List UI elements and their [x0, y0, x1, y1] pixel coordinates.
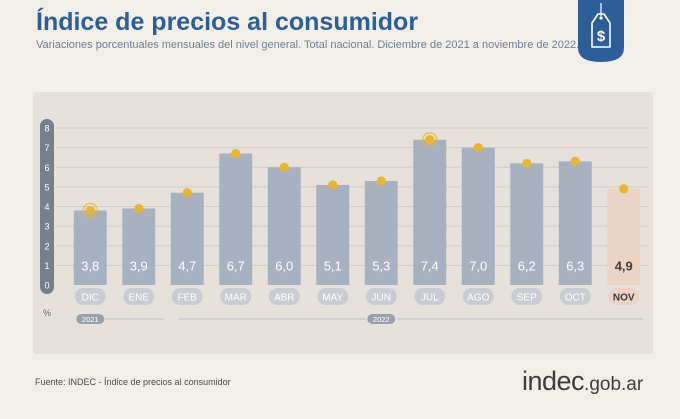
- y-tick-label: 6: [44, 163, 49, 173]
- point-marker: [619, 184, 629, 194]
- point-marker: [182, 188, 192, 198]
- bar: [73, 210, 107, 285]
- value-label: 7,4: [421, 258, 439, 273]
- svg-text:$: $: [597, 28, 606, 45]
- y-tick-label: 2: [44, 241, 49, 251]
- x-tick-label: FEB: [178, 293, 198, 304]
- value-label: 6,7: [227, 258, 245, 273]
- year-label: 2021: [82, 315, 99, 324]
- page-subtitle: Variaciones porcentuales mensuales del n…: [36, 39, 580, 51]
- value-label: 6,3: [566, 258, 584, 273]
- x-tick-label: MAY: [322, 293, 343, 304]
- x-tick-label: SEP: [517, 293, 537, 304]
- value-label: 7,0: [469, 258, 487, 273]
- x-tick-label: AGO: [467, 293, 489, 304]
- y-tick-label: 4: [44, 202, 49, 212]
- bar: [316, 184, 350, 285]
- point-marker: [328, 180, 338, 190]
- brand-logo: indec.gob.ar: [522, 366, 643, 397]
- year-pill: [76, 314, 105, 324]
- y-tick-label: 8: [44, 124, 49, 134]
- x-tick-label: MAR: [225, 293, 247, 304]
- x-tick-label: NOV: [613, 293, 635, 304]
- category-pill: [123, 288, 155, 305]
- y-tick-label: 7: [44, 143, 49, 153]
- source-note: Fuente: INDEC - Índice de precios al con…: [35, 377, 231, 387]
- chart-panel: 0 1 2 3 4 5 6 7 8 3,8 DIC 3,9 ENE 4,7 FEB 6,7 MAR 6,0 ABR 5…: [33, 92, 653, 354]
- category-pill: [462, 288, 494, 305]
- x-tick-label: OCT: [565, 293, 586, 304]
- marker-halo: [82, 202, 98, 219]
- year-pill: [367, 314, 396, 324]
- category-pill: [511, 288, 543, 305]
- x-tick-label: ENE: [128, 293, 149, 304]
- value-label: 6,2: [518, 258, 536, 273]
- bar: [461, 147, 495, 285]
- bar: [219, 153, 253, 285]
- bar: [122, 208, 156, 285]
- point-marker: [279, 162, 289, 172]
- bar: [607, 188, 641, 285]
- value-label: 4,7: [178, 258, 196, 273]
- y-tick-label: 0: [44, 281, 49, 291]
- bar: [413, 139, 447, 285]
- x-tick-label: ABR: [274, 293, 295, 304]
- bar: [267, 167, 301, 285]
- bar: [170, 192, 204, 285]
- point-marker: [134, 203, 144, 214]
- value-label: 4,9: [615, 258, 633, 273]
- y-axis-unit: %: [43, 308, 51, 318]
- point-marker: [570, 156, 580, 166]
- point-marker: [231, 148, 241, 159]
- x-tick-label: JUL: [421, 293, 439, 304]
- point-marker: [425, 135, 435, 145]
- y-tick-label: 3: [44, 222, 49, 232]
- value-label: 3,8: [81, 258, 99, 273]
- category-pill: [317, 288, 349, 305]
- year-label: 2022: [373, 315, 390, 324]
- bar: [364, 180, 398, 285]
- bar: [510, 163, 544, 285]
- point-marker: [522, 158, 532, 168]
- value-label: 5,1: [324, 258, 342, 273]
- category-pill: [268, 288, 300, 305]
- point-marker: [473, 143, 483, 153]
- category-pill: [414, 288, 446, 305]
- category-pill: [171, 288, 203, 305]
- price-tag-dollar-icon: $: [578, 0, 624, 64]
- x-tick-label: DIC: [82, 293, 99, 304]
- brand-suffix: .gob.ar: [584, 374, 644, 395]
- value-label: 3,9: [130, 258, 148, 273]
- point-marker: [85, 205, 95, 216]
- y-tick-label: 1: [44, 261, 49, 271]
- y-axis-pill: [40, 119, 54, 294]
- category-pill: [608, 288, 640, 305]
- category-pill: [220, 288, 252, 305]
- brand-main: indec: [522, 366, 585, 396]
- bar: [558, 161, 592, 285]
- point-marker: [376, 176, 386, 186]
- category-pill: [559, 288, 591, 305]
- marker-halo: [422, 132, 438, 148]
- value-label: 6,0: [275, 258, 293, 273]
- bar-chart: 0 1 2 3 4 5 6 7 8 3,8 DIC 3,9 ENE 4,7 FEB 6,7 MAR 6,0 ABR 5…: [40, 119, 648, 324]
- value-label: 5,3: [372, 258, 390, 273]
- y-tick-label: 5: [44, 182, 49, 192]
- category-pill: [365, 288, 397, 305]
- page-title: Índice de precios al consumidor: [36, 8, 419, 36]
- category-pill: [74, 288, 106, 305]
- x-tick-label: JUN: [372, 293, 391, 304]
